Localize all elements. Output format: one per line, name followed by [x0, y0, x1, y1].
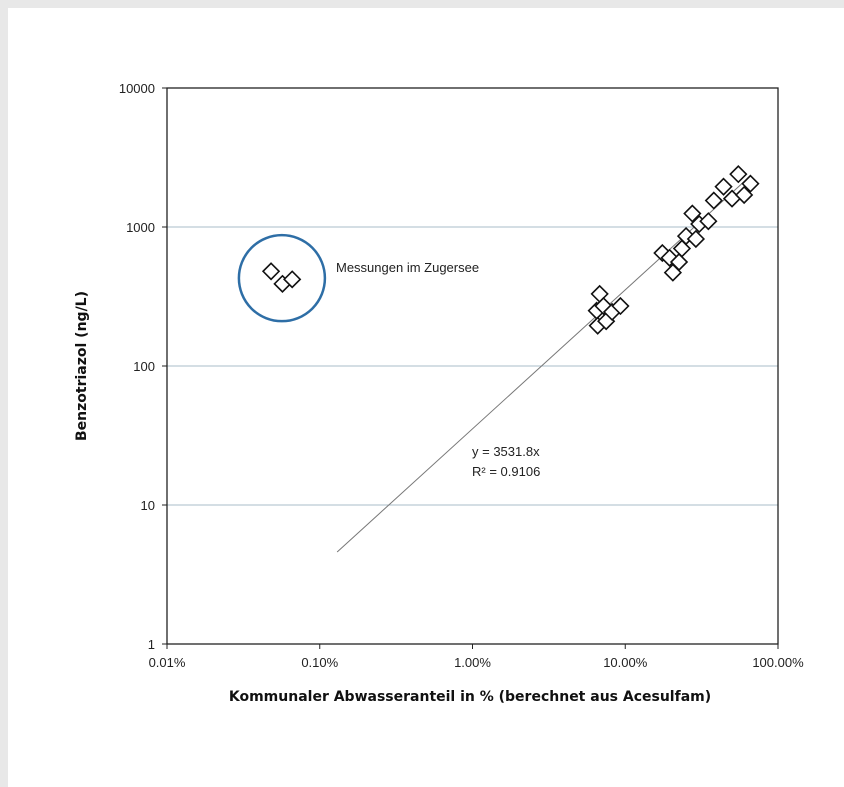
data-point-marker — [704, 191, 723, 210]
x-axis-ticks: 0.01% 0.10% 1.00% 10.00% 100.00% — [149, 644, 804, 670]
data-point-marker — [686, 229, 706, 249]
cluster-highlight-circle — [237, 233, 327, 323]
x-tick-label: 0.01% — [149, 655, 186, 670]
data-point-marker — [283, 270, 302, 289]
data-point-marker — [683, 204, 702, 223]
chart-panel — [8, 8, 844, 787]
grid-lines — [167, 226, 778, 506]
y-tick-label: 1 — [148, 637, 155, 652]
data-point-marker — [729, 165, 748, 184]
y-axis-title: Benzotriazol (ng/L) — [74, 291, 90, 441]
data-point-marker — [669, 252, 689, 272]
data-points — [261, 165, 760, 335]
x-tick-label: 100.00% — [752, 655, 804, 670]
trendline — [336, 181, 745, 553]
data-point-marker — [611, 296, 630, 316]
data-point-marker — [741, 174, 760, 193]
cluster-label: Messungen im Zugersee — [336, 260, 479, 275]
r-squared-label: R² = 0.9106 — [472, 464, 540, 479]
x-tick-label: 0.10% — [301, 655, 338, 670]
y-tick-label: 10 — [141, 498, 155, 513]
x-tick-label: 1.00% — [454, 655, 491, 670]
y-tick-label: 10000 — [119, 81, 155, 96]
trendline-equation: y = 3531.8x — [472, 444, 540, 459]
data-point-marker — [699, 212, 718, 231]
y-tick-label: 1000 — [126, 220, 155, 235]
data-point-marker — [734, 185, 754, 205]
y-axis-ticks: 1 10 100 1000 10000 — [119, 81, 167, 652]
x-axis-title: Kommunaler Abwasseranteil in % (berechne… — [229, 689, 711, 705]
x-tick-label: 10.00% — [603, 655, 648, 670]
y-tick-label: 100 — [133, 359, 155, 374]
data-point-marker — [261, 262, 281, 281]
data-point-marker — [714, 177, 733, 196]
